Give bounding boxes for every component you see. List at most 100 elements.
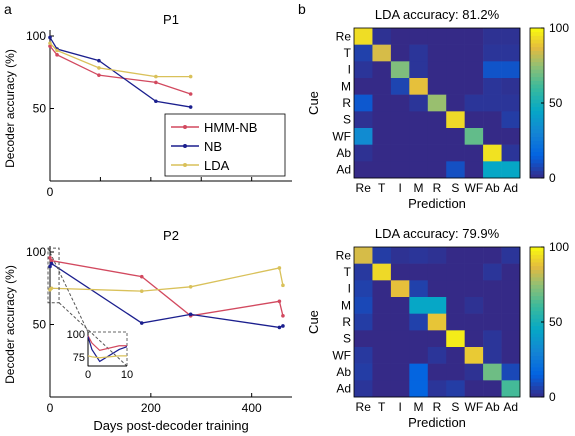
row-label: Ad — [336, 382, 351, 396]
heatmap-cell — [390, 111, 410, 129]
heatmap-cell — [354, 363, 373, 381]
heatmap-cell — [372, 280, 392, 298]
heatmap-cell — [427, 28, 447, 45]
heatmap-cell — [354, 347, 373, 364]
heatmap-cell — [409, 313, 429, 331]
heatmap-cell — [501, 313, 521, 331]
row-label: T — [344, 265, 352, 279]
heatmap-cell — [372, 78, 392, 95]
heatmap-cell — [464, 78, 484, 95]
heatmap-cell — [409, 111, 429, 129]
heatmap-cell — [390, 347, 410, 364]
column-label: Re — [356, 181, 372, 195]
heatmap-cell — [409, 28, 429, 45]
row-label: S — [343, 113, 351, 127]
heatmap-cell — [501, 380, 521, 398]
colorbar-tick-label: 100 — [549, 21, 569, 35]
heatmap-cell — [409, 44, 429, 62]
heatmap-cell — [501, 78, 521, 95]
heatmap-cell — [501, 330, 521, 348]
heatmap-cell — [390, 263, 410, 281]
heatmap-cell — [390, 247, 410, 264]
heatmap-cell — [464, 363, 484, 381]
heatmap-cell — [427, 78, 447, 95]
colorbar-segment — [530, 322, 544, 327]
data-point-hmm-nb — [188, 92, 193, 96]
heatmap-cell — [446, 263, 465, 281]
inset-y-tick-label: 100 — [67, 329, 85, 341]
y-tick-label: 50 — [33, 102, 47, 116]
heatmap-cell — [483, 297, 502, 314]
heatmap-cell — [464, 247, 484, 264]
data-point-hmm-nb — [281, 314, 285, 318]
colorbar-segment — [530, 292, 544, 297]
column-label: Ad — [503, 400, 518, 414]
heatmap-cell — [354, 144, 373, 162]
column-label: S — [451, 181, 459, 195]
heatmap-cell — [390, 297, 410, 314]
colorbar-segment — [530, 307, 544, 312]
data-point-nb — [281, 324, 285, 328]
heatmap-cell — [483, 94, 502, 112]
colorbar-segment — [530, 370, 544, 375]
heatmap-cell — [409, 330, 429, 348]
heatmap-cell — [483, 28, 502, 45]
heatmap-cell — [464, 144, 484, 162]
heatmap-cell — [390, 144, 410, 162]
data-point-hmm-nb — [48, 44, 52, 48]
heatmap-cell — [372, 363, 392, 381]
colorbar-segment — [530, 352, 544, 357]
heatmap-cell — [372, 61, 392, 79]
colorbar-segment — [530, 76, 544, 81]
colorbar-segment — [530, 170, 544, 175]
heatmap-cell — [427, 330, 447, 348]
heatmap-cell — [446, 144, 465, 162]
heatmap-cell — [390, 28, 410, 45]
heatmap-cell — [446, 161, 465, 179]
heatmap-cell — [372, 28, 392, 45]
colorbar-segment — [530, 163, 544, 168]
colorbar-segment — [530, 340, 544, 345]
colorbar-segment — [530, 133, 544, 138]
heatmap-cell — [427, 144, 447, 162]
colorbar-segment — [530, 329, 544, 334]
heatmap-cell — [354, 128, 373, 145]
zoom-connector — [47, 247, 89, 333]
colorbar-segment — [530, 355, 544, 360]
data-point-lda — [277, 266, 282, 270]
heatmap-cell — [501, 94, 521, 112]
heatmap-cell — [446, 111, 465, 129]
y-axis-label: Decoder accuracy (%) — [3, 49, 17, 168]
heatmap-cell — [409, 263, 429, 281]
heatmap-cell — [409, 161, 429, 179]
data-point-hmm-nb — [97, 73, 101, 77]
colorbar-segment — [530, 121, 544, 126]
heatmap-cell — [446, 61, 465, 79]
heatmap-cell — [354, 161, 373, 179]
data-point-nb — [139, 321, 144, 325]
heatmap-cell — [446, 347, 465, 364]
colorbar-segment — [530, 247, 544, 252]
data-point-nb — [49, 261, 54, 266]
data-point-nb — [277, 325, 282, 330]
heatmap-cell — [464, 61, 484, 79]
colorbar-segment — [530, 348, 544, 353]
heatmap-cell — [427, 347, 447, 364]
heatmap-cell — [501, 61, 521, 79]
chart-title: LDA accuracy: 79.9% — [375, 226, 500, 241]
heatmap-cell — [483, 111, 502, 129]
colorbar-segment — [530, 288, 544, 293]
column-label: M — [414, 400, 424, 414]
column-label: Re — [356, 400, 372, 414]
colorbar-segment — [530, 333, 544, 338]
heatmap-cell — [372, 128, 392, 145]
heatmap-cell — [483, 313, 502, 331]
heatmap-cell — [483, 44, 502, 62]
heatmap-cell — [483, 363, 502, 381]
inset-x-tick-label: 0 — [85, 369, 91, 381]
heatmap-cell — [446, 28, 465, 45]
colorbar-segment — [530, 174, 544, 179]
heatmap-cell — [409, 78, 429, 95]
heatmap-cell — [501, 297, 521, 314]
colorbar-segment — [530, 151, 544, 156]
